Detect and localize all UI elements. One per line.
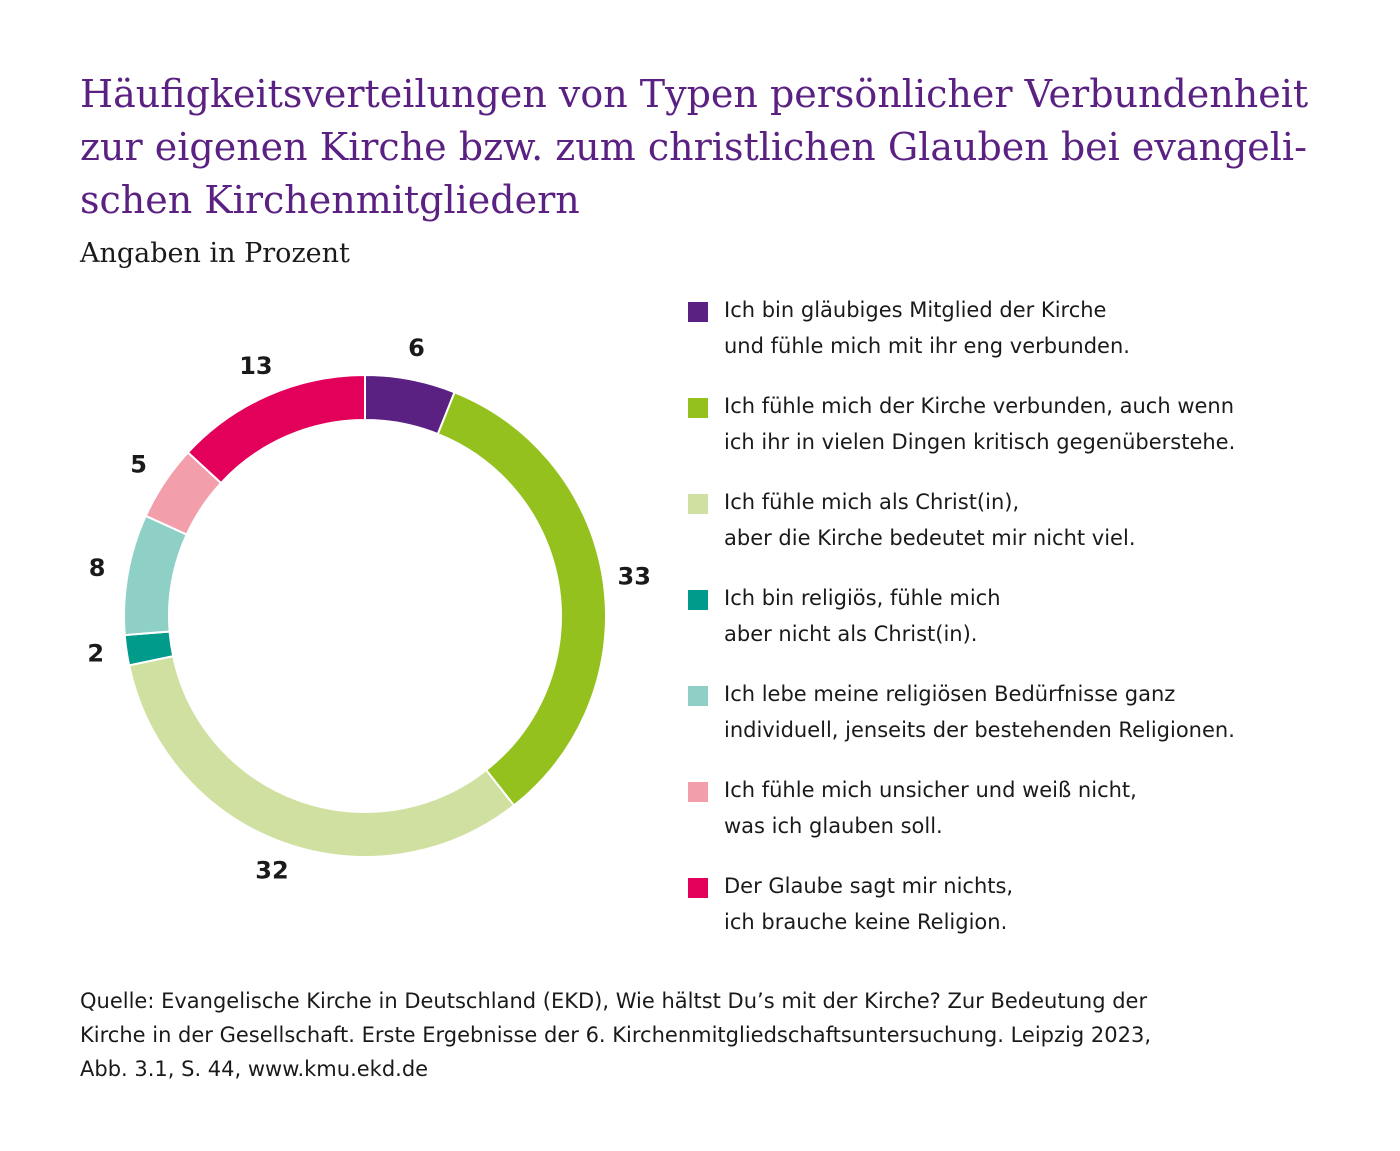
legend-swatch (688, 302, 708, 322)
source-note: Quelle: Evangelische Kirche in Deutschla… (80, 989, 1151, 1081)
donut-segment (123, 514, 189, 637)
donut-segment (127, 654, 516, 858)
chart: 6 33 32 2 8 5 13 (87, 334, 651, 885)
chart-subtitle: Angaben in Prozent (80, 238, 350, 269)
legend-swatch (688, 590, 708, 610)
value-label: 6 (408, 334, 425, 362)
value-label: 33 (618, 562, 651, 590)
legend-swatch (688, 878, 708, 898)
legend-label: Der Glaube sagt mir nichts, ich brauche … (724, 874, 1014, 934)
legend-label: Ich bin religiös, fühle mich aber nicht … (724, 586, 1001, 646)
value-label: 13 (239, 352, 272, 380)
legend-label: Ich fühle mich unsicher und weiß nicht, … (724, 778, 1137, 838)
legend-label: Ich fühle mich als Christ(in), aber die … (724, 490, 1136, 550)
legend-label: Ich bin gläubiges Mitglied der Kirche un… (724, 298, 1130, 358)
value-label: 5 (130, 450, 147, 478)
value-label: 2 (87, 640, 104, 668)
value-label: 8 (89, 554, 106, 582)
legend-label: Ich fühle mich der Kirche verbunden, auc… (724, 394, 1236, 454)
chart-title: Häufigkeitsverteilungen von Typen persön… (80, 72, 1309, 222)
legend-swatch (688, 782, 708, 802)
legend-label: Ich lebe meine religiösen Bedürfnisse ga… (724, 682, 1235, 742)
legend-swatch (688, 398, 708, 418)
legend-swatch (688, 686, 708, 706)
value-label: 32 (255, 857, 288, 885)
donut-segment (186, 373, 366, 485)
legend-swatch (688, 494, 708, 514)
donut-segment (436, 390, 607, 807)
